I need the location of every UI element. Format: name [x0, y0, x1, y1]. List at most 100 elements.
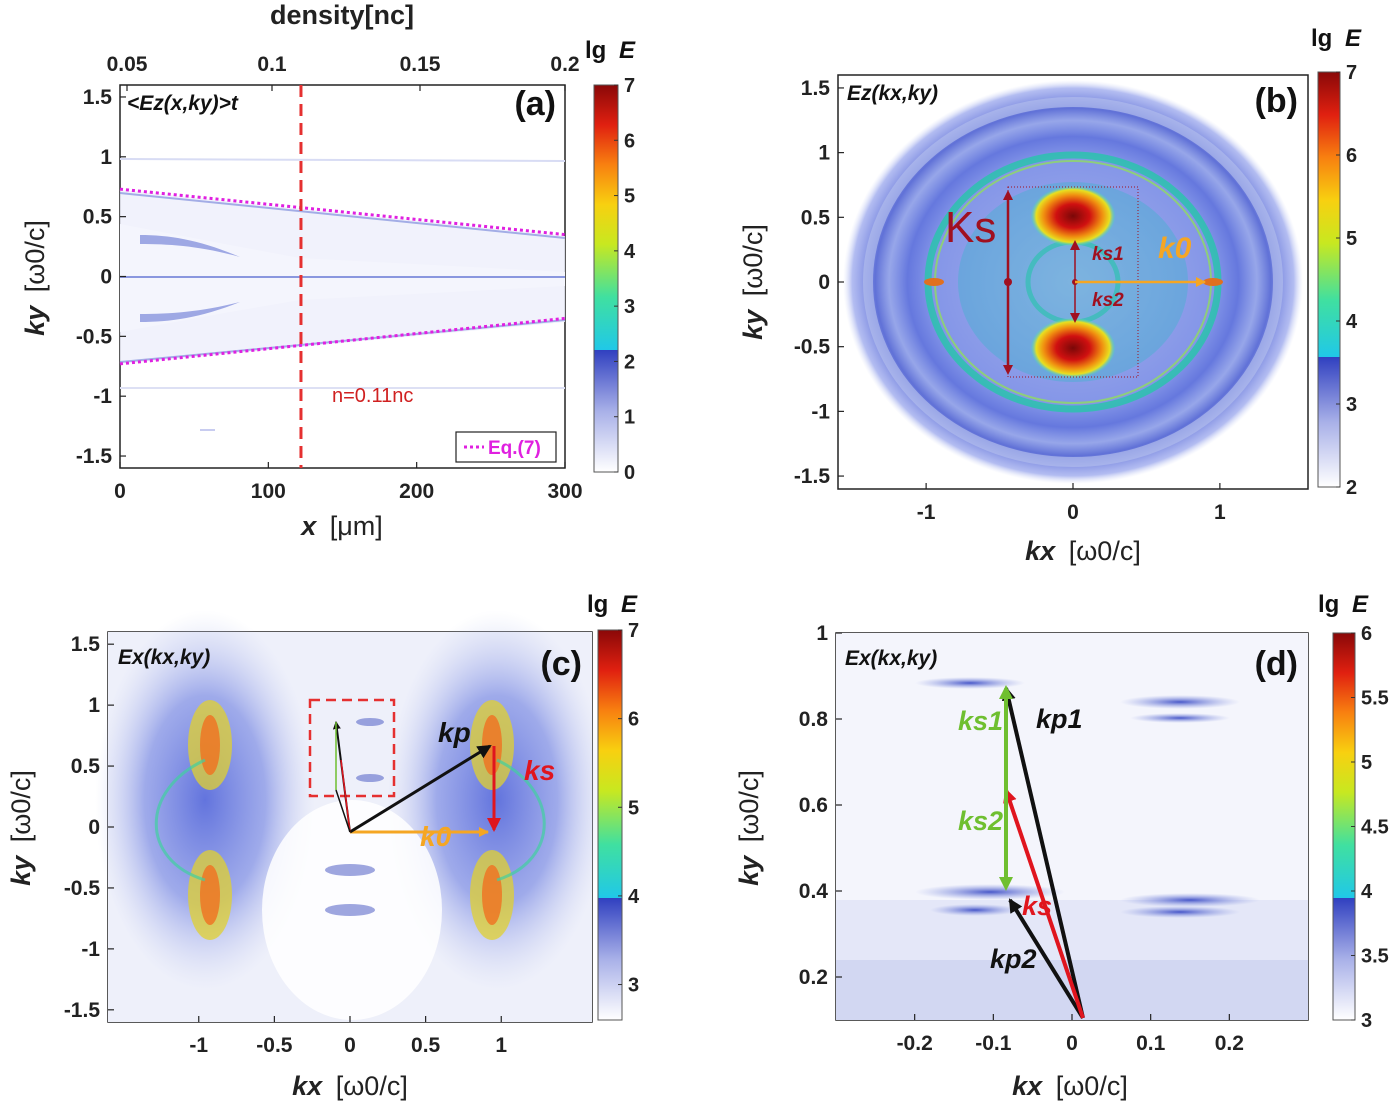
- colorbar-tick-label: 5.5: [1361, 688, 1389, 710]
- colorbar-tick-label: 5: [1346, 228, 1357, 250]
- x-tick-label: 0: [1066, 1032, 1078, 1055]
- x-label-unit-d: [ω0/c]: [1056, 1071, 1128, 1101]
- y-label-b: ky [ω0/c]: [738, 224, 768, 340]
- y-label-d: ky [ω0/c]: [734, 770, 764, 886]
- vectors-d: [999, 685, 1085, 1020]
- y-label-c: ky [ω0/c]: [6, 770, 36, 886]
- panel-c: kp ks k0 -1 -0.5 0 0.5 1 1.510.50-0.5-1-1.5 …: [6, 591, 640, 1101]
- field-label-d: Ex(kx,ky): [845, 647, 937, 670]
- x-ticks-d: -0.2 -0.1 0 0.1 0.2: [897, 1014, 1244, 1055]
- y-tick-label: 0: [100, 266, 112, 289]
- colorbar-tick-label: 0: [624, 462, 635, 484]
- colorbar-tick-label: 5: [628, 797, 639, 819]
- x-tick-label: -0.5: [256, 1034, 293, 1057]
- y-tick-label: 1: [100, 146, 112, 169]
- ks1-label-d: ks1: [958, 706, 1003, 736]
- ks2-label-d: ks2: [958, 806, 1003, 836]
- panel-letter-c: (c): [540, 645, 582, 683]
- ks1-label: ks1: [1092, 244, 1124, 265]
- colorbar-tick-label: 3: [1361, 1010, 1372, 1032]
- colorbar-tick-label: 3: [628, 975, 639, 997]
- field-label-a: <Ez(x,ky)>t: [127, 92, 239, 115]
- y-label-unit-b: [ω0/c]: [738, 224, 768, 296]
- y-tick-label: 0: [818, 271, 830, 294]
- y-tick-label: 0.5: [801, 206, 831, 229]
- y-ticks-d: 1 0.8 0.6 0.4 0.2: [799, 622, 842, 989]
- svg-text:ky [ω0/c]: ky [ω0/c]: [734, 770, 764, 886]
- colorbar-tick-label: 3.5: [1361, 946, 1389, 968]
- colorbar-title-c: lg E: [587, 591, 638, 618]
- y-ticks-a: 1.5 1 0.5 0 -0.5 -1 -1.5: [76, 86, 126, 468]
- legend-label: Eq.(7): [488, 438, 541, 459]
- svg-text:x [μm]: x [μm]: [299, 511, 383, 541]
- legend-a: Eq.(7): [455, 431, 557, 463]
- top-ticks-a: 0.05 0.1 0.15 0.2: [107, 53, 580, 91]
- y-tick-label: 0.4: [799, 880, 829, 903]
- x-label-a: x [μm]: [299, 511, 383, 541]
- y-tick-label: 0.2: [799, 966, 828, 989]
- panel-letter-d: (d): [1255, 645, 1298, 683]
- y-tick-label: 1: [818, 142, 830, 165]
- y-tick-label: -1: [93, 385, 112, 408]
- y-tick-label: 0.6: [799, 794, 828, 817]
- x-label-main-a: x: [299, 511, 317, 541]
- x-tick-label: 0.1: [1136, 1032, 1166, 1055]
- x-tick-label: -0.1: [975, 1032, 1012, 1055]
- y-tick-label: 1: [88, 694, 100, 717]
- x-tick-label: -1: [189, 1034, 208, 1057]
- x-label-main-d: kx: [1012, 1071, 1043, 1101]
- x-label-main-b: kx: [1025, 536, 1056, 566]
- y-tick-label: 1.5: [71, 633, 101, 656]
- ks-label-d: ks: [1022, 891, 1052, 921]
- heatmap-d: [836, 633, 1308, 1020]
- colorbar-tick-label: 6: [1361, 623, 1372, 645]
- x-tick-label: 0.5: [411, 1034, 441, 1057]
- x-label-unit-b: [ω0/c]: [1069, 536, 1141, 566]
- x-tick-label: 200: [399, 480, 434, 503]
- panel-d: ks1 ks2 ks kp1 kp2 -0.2 -0.1 0 0.1 0.2 1 0.8 0…: [734, 591, 1389, 1101]
- x-label-d: kx [ω0/c]: [1012, 1071, 1128, 1101]
- density-annotation: n=0.11nc: [332, 385, 413, 407]
- y-tick-label: 0.5: [71, 755, 101, 778]
- colorbar-tick-label: 6: [624, 130, 635, 152]
- colorbar-tick-label: 2: [1346, 477, 1357, 499]
- x-ticks-b: -1 0 1: [917, 483, 1226, 524]
- colorbar-tick-label: 4: [628, 886, 640, 908]
- x-tick-label: 0: [344, 1034, 356, 1057]
- y-tick-label: 1.5: [83, 86, 113, 109]
- top-tick-label: 0.2: [550, 53, 579, 76]
- kp1-label-d: kp1: [1036, 704, 1083, 734]
- colorbar-d: 6 5.5 5 4.5 4 3.5 3 lg E: [1318, 591, 1389, 1032]
- top-tick-label: 0.1: [257, 53, 287, 76]
- colorbar-tick-label: 6: [628, 709, 639, 731]
- x-label-c: kx [ω0/c]: [292, 1071, 408, 1101]
- y-tick-label: 0: [88, 816, 100, 839]
- ks-label-c: ks: [524, 755, 555, 786]
- colorbar-b: 7 6 5 4 3 2 lg E: [1311, 25, 1362, 499]
- x-label-unit-c: [ω0/c]: [336, 1071, 408, 1101]
- top-tick-label: 0.15: [400, 53, 441, 76]
- colorbar-a: 7 6 5 4 3 2 1 0 lg E: [585, 37, 636, 484]
- x-tick-label: 1: [1214, 501, 1226, 524]
- y-label-a: ky [ω0/c]: [20, 220, 50, 336]
- y-label-unit-c: [ω0/c]: [6, 770, 36, 842]
- colorbar-tick-label: 4: [1346, 311, 1358, 333]
- y-tick-label: -1.5: [64, 999, 101, 1022]
- colorbar-tick-label: 4.5: [1361, 817, 1389, 839]
- x-tick-label: 300: [547, 480, 582, 503]
- x-tick-label: 100: [251, 480, 286, 503]
- colorbar-tick-label: 5: [1361, 752, 1372, 774]
- y-tick-label: -0.5: [64, 877, 101, 900]
- y-label-main-c: ky: [6, 854, 36, 886]
- kp-label-c: kp: [438, 717, 471, 748]
- Ks-label: Ks: [945, 203, 996, 252]
- colorbar-tick-label: 2: [624, 351, 635, 373]
- x-label-unit-a: [μm]: [330, 511, 383, 541]
- heatmap-c: [95, 610, 607, 1022]
- y-tick-label: -1: [81, 938, 100, 961]
- top-axis-label: density[nc]: [270, 0, 414, 30]
- x-tick-label: -0.2: [897, 1032, 933, 1055]
- y-tick-label: -0.5: [76, 325, 113, 348]
- panel-letter-b: (b): [1255, 82, 1298, 120]
- panel-a: 0 100 200 300 1.5 1 0.5 0 -0.5 -1 -1.5 0.05 0.1 0.1…: [20, 0, 636, 541]
